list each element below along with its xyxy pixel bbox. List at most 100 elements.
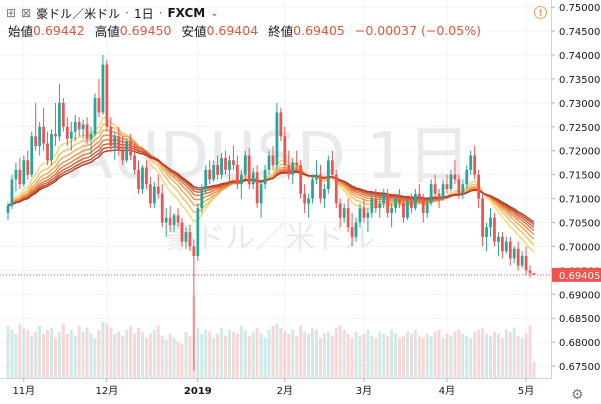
candle[interactable] [477,169,481,209]
candle[interactable] [520,251,524,268]
candle[interactable] [101,55,105,115]
candle[interactable] [14,162,18,192]
candle[interactable] [315,160,318,185]
candle[interactable] [362,198,366,223]
candle[interactable] [152,181,156,209]
candle[interactable] [386,189,390,218]
candle[interactable] [69,122,73,151]
candle[interactable] [85,117,89,144]
candle[interactable] [121,136,125,166]
candle[interactable] [54,102,57,146]
candle[interactable] [243,150,247,180]
candle[interactable] [500,232,504,259]
candle[interactable] [176,208,180,228]
candle[interactable] [473,145,477,180]
candle[interactable] [267,150,271,175]
candle[interactable] [307,193,310,218]
candle[interactable] [168,205,172,233]
candle[interactable] [346,198,350,233]
candle[interactable] [50,129,53,166]
candle[interactable] [109,117,113,151]
candle[interactable] [129,133,132,161]
candle[interactable] [224,150,227,175]
gear-icon[interactable]: ⚙ [571,387,584,403]
candle[interactable] [188,224,192,252]
candle[interactable] [263,165,267,189]
candle[interactable] [239,169,243,199]
candle[interactable] [342,203,346,223]
candle[interactable] [303,184,307,213]
candle[interactable] [6,202,10,221]
candle[interactable] [22,155,26,187]
candle[interactable] [164,208,168,237]
candle[interactable] [212,160,216,182]
candle[interactable] [508,236,512,266]
candle[interactable] [449,169,453,192]
candle[interactable] [105,59,109,132]
candle[interactable] [402,198,405,223]
candle[interactable] [382,189,386,209]
candle[interactable] [89,126,93,156]
candle[interactable] [370,193,374,218]
alert-icon[interactable]: ! [534,6,547,19]
candle[interactable] [61,98,65,132]
candle[interactable] [504,236,508,254]
candle[interactable] [445,174,449,194]
candle[interactable] [26,150,30,180]
candle[interactable] [208,160,212,185]
candle[interactable] [283,126,287,170]
candle[interactable] [65,117,69,146]
price-axis[interactable]: 0.75000 0.74500 0.74000 0.73500 0.73000 0.725… [551,0,601,404]
candle[interactable] [469,150,473,175]
candle[interactable] [125,138,129,163]
candle[interactable] [358,203,362,228]
candle[interactable] [180,217,184,247]
candle[interactable] [141,165,144,194]
candle[interactable] [493,212,496,247]
candle[interactable] [429,179,433,206]
candle[interactable] [259,179,263,218]
expand-icon[interactable]: ⊞ [6,6,17,20]
candle[interactable] [58,83,61,142]
exchange-label[interactable]: FXCM [167,6,206,20]
candle[interactable] [38,122,42,156]
candle[interactable] [323,184,326,209]
candle[interactable] [18,157,22,189]
candle[interactable] [413,189,417,211]
candle[interactable] [457,174,461,199]
time-axis[interactable]: 11月 12月 2019 2月 3月 4月 5月 [0,378,552,404]
candle[interactable] [524,246,528,276]
candle[interactable] [232,145,235,170]
candle[interactable] [255,165,259,209]
interval-label[interactable]: 1日 [133,6,154,21]
candle[interactable] [196,203,200,261]
candle[interactable] [330,150,334,180]
candle[interactable] [251,167,255,189]
candle[interactable] [374,189,378,213]
candle[interactable] [417,184,421,204]
candle[interactable] [366,208,370,233]
candle[interactable] [172,212,176,233]
candle[interactable] [81,119,85,139]
candle[interactable] [137,160,140,194]
candle[interactable] [338,198,342,228]
candle[interactable] [117,126,121,156]
candle[interactable] [46,131,49,166]
candle[interactable] [291,157,295,185]
candle[interactable] [247,148,251,189]
candle[interactable] [311,174,314,204]
symbol-name[interactable]: 豪ドル／米ドル [36,6,121,21]
candle[interactable] [528,265,532,278]
candle[interactable] [326,155,330,194]
candle[interactable] [77,117,81,137]
candle[interactable] [441,179,445,201]
candle[interactable] [160,184,164,228]
candle[interactable] [390,203,394,228]
candle[interactable] [319,165,322,204]
candle[interactable] [425,198,429,218]
candle[interactable] [437,189,441,209]
candle[interactable] [398,189,401,209]
candle[interactable] [148,177,152,209]
